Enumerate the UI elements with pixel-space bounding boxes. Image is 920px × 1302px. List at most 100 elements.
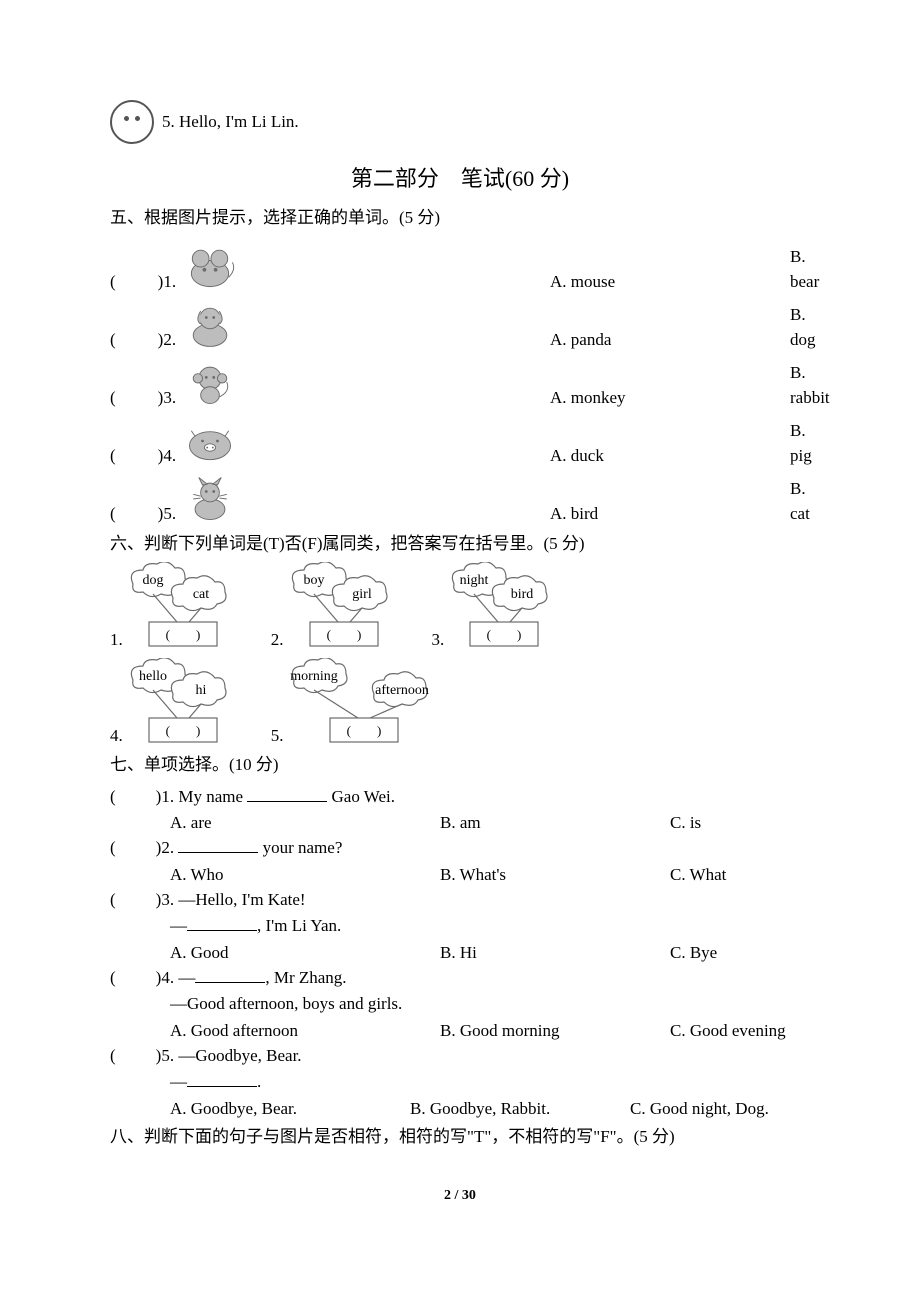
sec5-num: )3. [158, 385, 176, 411]
paren[interactable]: ( [110, 787, 156, 806]
sec5-row: ( )4. A. duck B. pig [110, 411, 810, 469]
sec6-row2: 4. hello hi ( ) 5. morning afternoon ( ) [110, 658, 810, 748]
q4-l1-pre: )4. — [156, 968, 196, 987]
svg-text:hi: hi [195, 683, 206, 698]
svg-text:morning: morning [290, 669, 337, 684]
answer-paren[interactable]: ( [110, 327, 156, 353]
sec6-num: 4. hello hi ( ) [110, 658, 243, 748]
sec5-opt-a: A. panda [550, 327, 611, 353]
sec6-item: 5. morning afternoon ( ) [271, 658, 444, 748]
sec5-num: )5. [158, 501, 176, 527]
sec5-row: ( )5. A. bird B. cat [110, 469, 810, 527]
q3-blank[interactable] [187, 917, 257, 931]
svg-text:( ): ( ) [165, 723, 200, 738]
sec5-row: ( )2. A. panda B. dog [110, 295, 810, 353]
q5-blank[interactable] [187, 1073, 257, 1087]
q4-options: A. Good afternoon B. Good morning C. Goo… [110, 1018, 810, 1042]
q1-b: B. am [440, 810, 481, 836]
answer-paren[interactable]: ( [110, 385, 156, 411]
q3-l1: ( )3. —Hello, I'm Kate! [110, 887, 810, 913]
q1-stem: ( )1. My name Gao Wei. [110, 784, 810, 810]
q3-l2-pre: — [170, 916, 187, 935]
sec5-opt-b: B. cat [790, 476, 810, 527]
sec5-num: )1. [158, 269, 176, 295]
q4-l1: ( )4. — , Mr Zhang. [110, 965, 810, 991]
sec8-heading: 八、判断下面的句子与图片是否相符，相符的写"T"，不相符的写"F"。(5 分) [110, 1124, 810, 1150]
q1-post: Gao Wei. [327, 787, 395, 806]
prev-q5-line: 5. Hello, I'm Li Lin. [110, 100, 810, 144]
q3-options: A. Good B. Hi C. Bye [110, 940, 810, 964]
q1-blank[interactable] [247, 788, 327, 802]
paren[interactable]: ( [110, 838, 156, 857]
sec5-opt-b: B. rabbit [790, 360, 830, 411]
q3-l2-post: , I'm Li Yan. [257, 916, 341, 935]
part-title: 第二部分 笔试(60 分) [110, 162, 810, 195]
sec5-row: ( )3. A. monkey B. rabbit [110, 353, 810, 411]
q1-options: A. are B. am C. is [110, 810, 810, 834]
q5-line1: )5. —Goodbye, Bear. [156, 1046, 302, 1065]
q2-blank[interactable] [178, 839, 258, 853]
answer-paren[interactable]: ( [110, 501, 156, 527]
sec6-heading: 六、判断下列单词是(T)否(F)属同类，把答案写在括号里。(5 分) [110, 531, 810, 557]
sec6-item: 3. night bird ( ) [432, 562, 565, 652]
sec5-heading: 五、根据图片提示，选择正确的单词。(5 分) [110, 205, 810, 231]
svg-text:girl: girl [352, 587, 372, 602]
svg-text:boy: boy [303, 573, 324, 588]
sec6-row1: 1. dog cat ( ) 2. boy girl ( ) 3. night [110, 562, 810, 652]
svg-text:hello: hello [139, 669, 167, 684]
q4-blank[interactable] [195, 969, 265, 983]
answer-paren[interactable]: ( [110, 269, 156, 295]
q2-a: A. Who [170, 862, 224, 888]
q4-c: C. Good evening [670, 1018, 786, 1044]
q1-a: A. are [170, 810, 212, 836]
svg-text:( ): ( ) [165, 627, 200, 642]
sec6-num: 1. dog cat ( ) [110, 562, 243, 652]
cat-icon [180, 471, 240, 527]
svg-text:dog: dog [142, 573, 163, 588]
sec7-heading: 七、单项选择。(10 分) [110, 752, 810, 778]
q5-l1: ( )5. —Goodbye, Bear. [110, 1043, 810, 1069]
sec6-item: 2. boy girl ( ) [271, 562, 404, 652]
q2-options: A. Who B. What's C. What [110, 862, 810, 886]
q3-l2: — , I'm Li Yan. [110, 913, 810, 939]
paren[interactable]: ( [110, 968, 156, 987]
answer-paren[interactable]: ( [110, 443, 156, 469]
paren[interactable]: ( [110, 890, 156, 909]
sec5-opt-b: B. dog [790, 302, 816, 353]
sec5-rows: ( )1. A. mouse B. bear ( )2. A. panda B.… [110, 237, 810, 527]
q5-a: A. Goodbye, Bear. [170, 1096, 297, 1122]
svg-text:bird: bird [511, 587, 534, 602]
pig-icon [180, 413, 240, 469]
mouse-icon [180, 239, 240, 295]
sec5-opt-a: A. bird [550, 501, 598, 527]
q3-c: C. Bye [670, 940, 717, 966]
sec5-opt-a: A. mouse [550, 269, 615, 295]
q2-pre: )2. [156, 838, 179, 857]
svg-text:afternoon: afternoon [375, 683, 429, 698]
q4-a: A. Good afternoon [170, 1018, 298, 1044]
q5-l2-pre: — [170, 1072, 187, 1091]
q4-b: B. Good morning [440, 1018, 559, 1044]
q5-num: 5. [162, 109, 175, 135]
q4-l1-post: , Mr Zhang. [265, 968, 346, 987]
page-number: 2 / 30 [110, 1185, 810, 1206]
q5-options: A. Goodbye, Bear. B. Goodbye, Rabbit. C.… [110, 1096, 810, 1120]
sec5-row: ( )1. A. mouse B. bear [110, 237, 810, 295]
q4-l2: —Good afternoon, boys and girls. [110, 991, 810, 1017]
svg-text:night: night [460, 573, 489, 588]
sec5-num: )2. [158, 327, 176, 353]
q5-b: B. Goodbye, Rabbit. [410, 1096, 550, 1122]
svg-text:( ): ( ) [326, 627, 361, 642]
sec6-num: 5. morning afternoon ( ) [271, 658, 444, 748]
sec6-num: 3. night bird ( ) [432, 562, 565, 652]
svg-text:cat: cat [193, 587, 209, 602]
q5-c: C. Good night, Dog. [630, 1096, 769, 1122]
sec5-opt-a: A. duck [550, 443, 604, 469]
q3-line1: )3. —Hello, I'm Kate! [156, 890, 306, 909]
sec6-item: 1. dog cat ( ) [110, 562, 243, 652]
sec6-num: 2. boy girl ( ) [271, 562, 404, 652]
paren[interactable]: ( [110, 1046, 156, 1065]
monkey-icon [180, 355, 240, 411]
svg-text:( ): ( ) [487, 627, 522, 642]
dog-icon [180, 297, 240, 353]
